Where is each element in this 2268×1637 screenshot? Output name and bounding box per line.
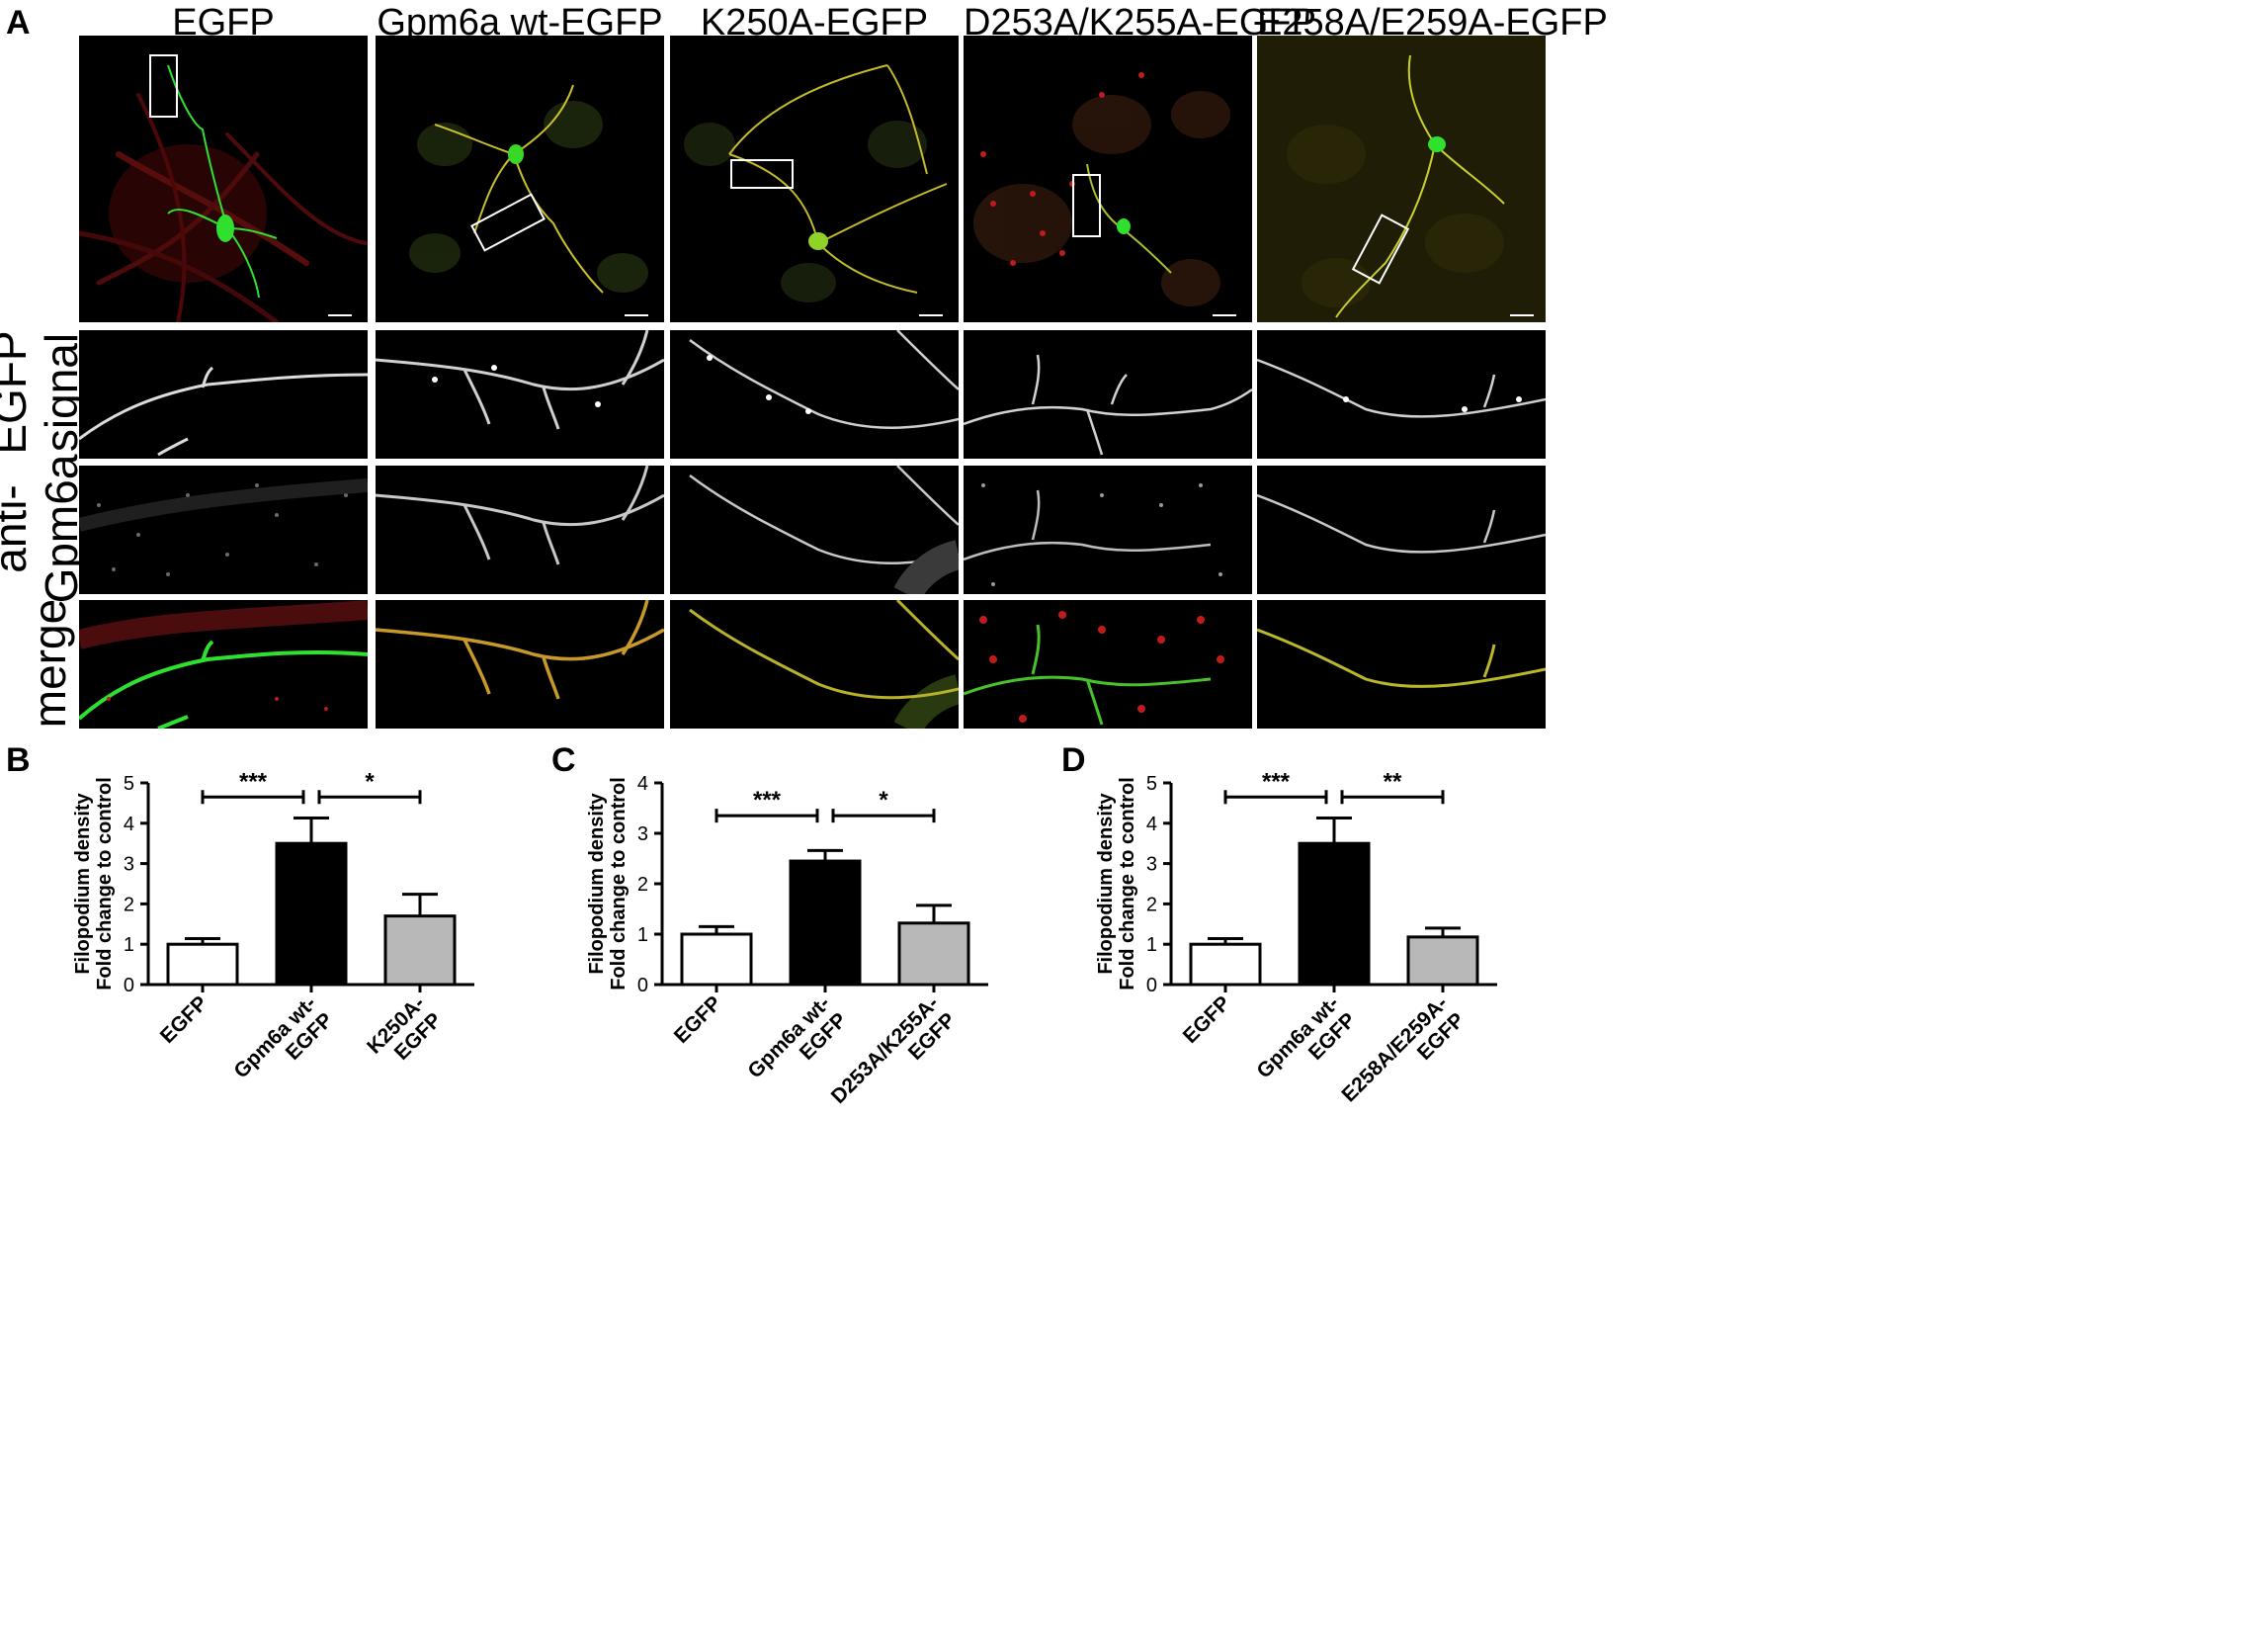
overview-image-d253a	[964, 36, 1252, 322]
panel-a-letter: A	[6, 4, 31, 42]
bar	[789, 859, 862, 987]
y-axis-label: Filopodium densityFold change to control	[72, 777, 116, 991]
panel-d-letter: D	[1061, 741, 1086, 779]
y-axis-label-line2: Fold change to control	[1117, 777, 1138, 991]
overview-image-wt	[376, 36, 664, 322]
y-axis-label-line2: Fold change to control	[94, 777, 116, 991]
y-tick-label: 5	[124, 773, 134, 795]
egfp-signal-image-egfp	[79, 330, 368, 459]
egfp-signal-image-wt	[376, 330, 664, 459]
x-tick-label-line: EGFP	[670, 991, 726, 1048]
bar	[166, 942, 239, 987]
y-tick-label: 2	[637, 874, 648, 896]
y-axis-label-line1: Filopodium density	[72, 792, 94, 974]
y-tick-label: 0	[1146, 975, 1157, 996]
merge-image-k250a	[670, 600, 959, 729]
merge-image-wt	[376, 600, 664, 729]
overview-image-e258a	[1257, 36, 1546, 322]
x-tick-label: EGFP	[1179, 991, 1235, 1048]
y-tick-label: 4	[637, 773, 648, 795]
merge-image-e258a	[1257, 600, 1546, 729]
row-label-egfp-signal: EGFP signal	[0, 330, 87, 455]
x-tick-label: EGFP	[156, 991, 212, 1048]
egfp-signal-image-d253a	[964, 330, 1252, 459]
y-tick-label: 3	[637, 823, 648, 845]
merge-image-egfp	[79, 600, 368, 729]
y-axis-label-line1: Filopodium density	[586, 792, 608, 974]
y-tick-label: 2	[1146, 894, 1157, 915]
x-tick-label: D253A/K255A-EGFP	[827, 991, 961, 1125]
panel-c-letter: C	[551, 741, 576, 779]
anti-gpm6a-image-k250a	[670, 466, 959, 594]
y-axis-label-line2: Fold change to control	[608, 777, 630, 991]
bar	[680, 932, 753, 987]
y-tick-label: 1	[124, 934, 134, 956]
bar-chart-b: Filopodium densityFold change to control…	[72, 768, 474, 1099]
row-label-merge: merge	[24, 598, 75, 729]
bar-chart-c: Filopodium densityFold change to control…	[586, 773, 988, 1125]
x-tick-label-line: EGFP	[1179, 991, 1235, 1048]
x-tick-label: K250A-EGFP	[363, 991, 446, 1075]
panel-b-letter: B	[6, 741, 31, 779]
y-tick-label: 4	[1146, 814, 1157, 835]
x-tick-label-line: EGFP	[156, 991, 212, 1048]
y-axis-label: Filopodium densityFold change to control	[586, 777, 630, 991]
bar	[1298, 841, 1371, 987]
significance-label: ***	[753, 787, 782, 814]
bar	[383, 914, 457, 987]
anti-gpm6a-image-egfp	[79, 466, 368, 594]
y-tick-label: 3	[124, 854, 134, 876]
y-tick-label: 5	[1146, 773, 1157, 795]
bar	[1406, 935, 1479, 987]
y-tick-label: 0	[637, 975, 648, 996]
y-tick-label: 1	[1146, 934, 1157, 956]
anti-gpm6a-image-e258a	[1257, 466, 1546, 594]
y-tick-label: 1	[637, 924, 648, 946]
bar	[897, 921, 970, 987]
significance-label: **	[1384, 768, 1402, 795]
significance-label: ***	[1262, 768, 1291, 795]
significance-label: *	[365, 768, 375, 795]
anti-gpm6a-image-d253a	[964, 466, 1252, 594]
y-tick-label: 4	[124, 814, 134, 835]
bar	[275, 841, 348, 987]
overview-image-k250a	[670, 36, 959, 322]
x-tick-label: EGFP	[670, 991, 726, 1048]
y-tick-label: 2	[124, 894, 134, 915]
x-tick-label: Gpm6a wt-EGFP	[229, 991, 337, 1099]
y-axis-label: Filopodium densityFold change to control	[1095, 777, 1138, 991]
bar-chart-d: Filopodium densityFold change to control…	[1095, 768, 1497, 1123]
y-axis-label-line1: Filopodium density	[1095, 792, 1117, 974]
row-label-anti-gpm6a: anti- Gpm6a	[0, 454, 87, 604]
significance-label: ***	[239, 768, 268, 795]
bar	[1189, 942, 1262, 987]
overview-image-egfp	[79, 36, 368, 322]
y-tick-label: 3	[1146, 854, 1157, 876]
anti-gpm6a-image-wt	[376, 466, 664, 594]
egfp-signal-image-k250a	[670, 330, 959, 459]
significance-label: *	[879, 787, 888, 814]
x-tick-label: E258A/E259A-EGFP	[1337, 991, 1469, 1123]
y-tick-label: 0	[124, 975, 134, 996]
egfp-signal-image-e258a	[1257, 330, 1546, 459]
merge-image-d253a	[964, 600, 1252, 729]
